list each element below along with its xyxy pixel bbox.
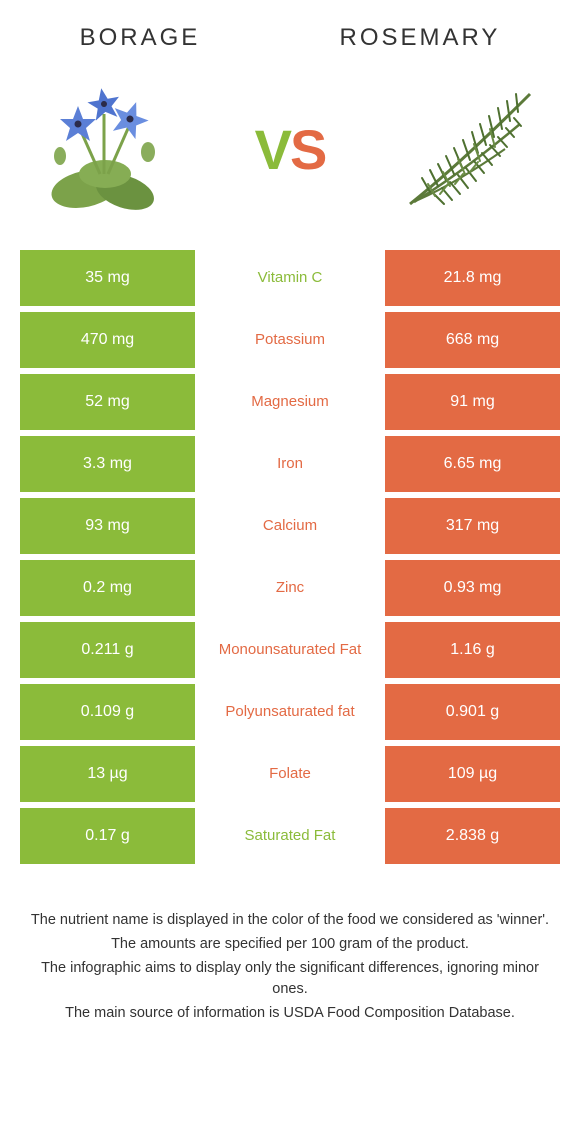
cell-nutrient-label: Polyunsaturated fat [195, 684, 385, 740]
table-row: 0.109 gPolyunsaturated fat0.901 g [20, 684, 560, 740]
table-row: 0.211 gMonounsaturated Fat1.16 g [20, 622, 560, 678]
cell-nutrient-label: Saturated Fat [195, 808, 385, 864]
comparison-table: 35 mgVitamin C21.8 mg 470 mgPotassium668 … [0, 250, 580, 864]
table-row: 470 mgPotassium668 mg [20, 312, 560, 368]
vs-v: V [255, 118, 290, 181]
rosemary-image [390, 74, 550, 224]
cell-left-value: 0.17 g [20, 808, 195, 864]
footer-line-4: The main source of information is USDA F… [28, 1003, 552, 1025]
cell-right-value: 0.93 mg [385, 560, 560, 616]
table-row: 0.2 mgZinc0.93 mg [20, 560, 560, 616]
cell-left-value: 0.2 mg [20, 560, 195, 616]
cell-right-value: 6.65 mg [385, 436, 560, 492]
cell-nutrient-label: Calcium [195, 498, 385, 554]
cell-nutrient-label: Magnesium [195, 374, 385, 430]
cell-left-value: 0.109 g [20, 684, 195, 740]
header: BORAGE ROSEMARY [0, 0, 580, 60]
cell-right-value: 109 µg [385, 746, 560, 802]
cell-left-value: 470 mg [20, 312, 195, 368]
table-row: 13 µgFolate109 µg [20, 746, 560, 802]
footer-line-2: The amounts are specified per 100 gram o… [28, 934, 552, 956]
cell-nutrient-label: Monounsaturated Fat [195, 622, 385, 678]
cell-right-value: 1.16 g [385, 622, 560, 678]
footer-notes: The nutrient name is displayed in the co… [0, 870, 580, 1025]
cell-right-value: 2.838 g [385, 808, 560, 864]
cell-left-value: 13 µg [20, 746, 195, 802]
footer-line-3: The infographic aims to display only the… [28, 958, 552, 1002]
table-row: 35 mgVitamin C21.8 mg [20, 250, 560, 306]
cell-right-value: 0.901 g [385, 684, 560, 740]
cell-right-value: 317 mg [385, 498, 560, 554]
cell-left-value: 93 mg [20, 498, 195, 554]
borage-image [30, 74, 190, 224]
vs-s: S [290, 118, 325, 181]
title-right: ROSEMARY [339, 24, 500, 52]
table-row: 3.3 mgIron6.65 mg [20, 436, 560, 492]
title-left: BORAGE [80, 24, 201, 52]
cell-nutrient-label: Zinc [195, 560, 385, 616]
vs-label: VS [255, 117, 326, 182]
cell-left-value: 35 mg [20, 250, 195, 306]
footer-line-1: The nutrient name is displayed in the co… [28, 910, 552, 932]
cell-left-value: 3.3 mg [20, 436, 195, 492]
table-row: 0.17 gSaturated Fat2.838 g [20, 808, 560, 864]
cell-nutrient-label: Folate [195, 746, 385, 802]
cell-right-value: 91 mg [385, 374, 560, 430]
cell-left-value: 0.211 g [20, 622, 195, 678]
hero-row: VS [0, 60, 580, 250]
cell-right-value: 21.8 mg [385, 250, 560, 306]
cell-left-value: 52 mg [20, 374, 195, 430]
table-row: 93 mgCalcium317 mg [20, 498, 560, 554]
cell-nutrient-label: Vitamin C [195, 250, 385, 306]
cell-nutrient-label: Potassium [195, 312, 385, 368]
cell-nutrient-label: Iron [195, 436, 385, 492]
cell-right-value: 668 mg [385, 312, 560, 368]
table-row: 52 mgMagnesium91 mg [20, 374, 560, 430]
